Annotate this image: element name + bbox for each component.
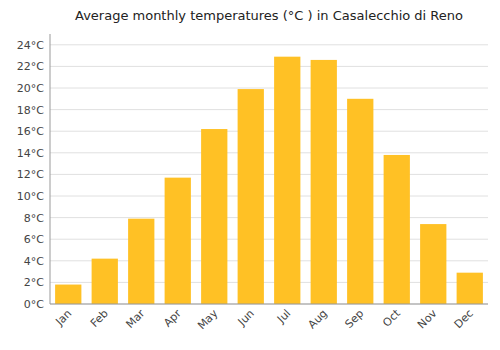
x-tick-label: Apr (161, 307, 184, 330)
bar (128, 219, 154, 304)
x-tick-label: Nov (415, 307, 440, 332)
y-tick-label: 0°C (24, 298, 44, 311)
grid-line (50, 44, 488, 45)
title: Average monthly temperatures (°C ) in Ca… (75, 8, 463, 23)
y-tick-label: 2°C (24, 276, 44, 289)
grid-line (50, 174, 488, 175)
grid-line (50, 88, 488, 89)
x-tick-label: Aug (305, 307, 329, 331)
y-tick-label: 8°C (24, 212, 44, 225)
y-tick-label: 20°C (17, 82, 44, 95)
y-tick-label: 18°C (17, 104, 44, 117)
bar (311, 60, 337, 304)
bar (55, 285, 81, 304)
grid-line (50, 304, 488, 305)
x-tick-label: Feb (88, 307, 111, 330)
grid-line (50, 152, 488, 153)
bar (165, 178, 191, 304)
x-tick-label: Jul (274, 307, 293, 326)
y-tick-label: 10°C (17, 190, 44, 203)
y-tick-label: 4°C (24, 255, 44, 268)
y-tick-label: 14°C (17, 147, 44, 160)
y-axis: 0°C 2°C 4°C 6°C 8°C 10°C 12°C 14°C 16°C 18°C 20°C 2… (17, 39, 44, 311)
bar (384, 155, 410, 304)
x-tick-label: Oct (380, 306, 403, 329)
grid-line (50, 217, 488, 218)
chart: Average monthly temperatures (°C ) in Ca… (0, 0, 500, 350)
x-tick-label: Mar (123, 307, 147, 331)
grid-line (50, 109, 488, 110)
grid (50, 45, 488, 304)
grid-line (50, 196, 488, 197)
grid-line (50, 131, 488, 132)
y-axis-line (50, 34, 51, 304)
x-axis: Jan Feb Mar Apr May Jun Jul Aug Sep Oct Nov Dec (52, 306, 475, 332)
x-axis-line (50, 304, 488, 305)
y-tick-label: 6°C (24, 233, 44, 246)
y-tick-label: 12°C (17, 168, 44, 181)
bar (347, 99, 373, 304)
bar (92, 259, 118, 304)
grid-line (50, 66, 488, 67)
bar (274, 57, 300, 304)
y-tick-label: 16°C (17, 125, 44, 138)
bars (55, 57, 483, 304)
x-tick-label: Jun (235, 307, 257, 329)
bar (457, 273, 483, 304)
bar (201, 129, 227, 304)
y-tick-label: 24°C (17, 39, 44, 52)
y-tick-label: 22°C (17, 60, 44, 73)
x-tick-label: May (195, 307, 221, 333)
x-tick-label: Dec (452, 307, 476, 331)
x-tick-label: Sep (343, 307, 367, 331)
bar (420, 224, 446, 304)
x-tick-label: Jan (52, 307, 74, 329)
bar (238, 89, 264, 304)
